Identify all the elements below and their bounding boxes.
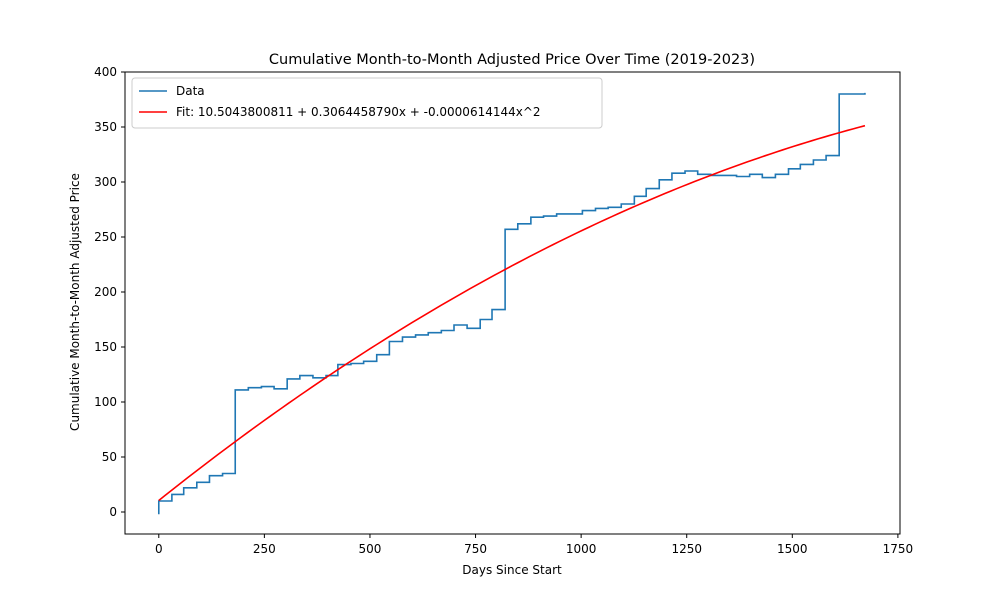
legend: Data Fit: 10.5043800811 + 0.3064458790x +…: [131, 77, 603, 129]
x-tick-label: 1000: [566, 542, 597, 556]
x-tick-label: 750: [464, 542, 487, 556]
y-tick-label: 150: [94, 340, 117, 354]
chart-title: Cumulative Month-to-Month Adjusted Price…: [269, 52, 755, 68]
x-tick-label: 1250: [671, 542, 702, 556]
y-tick-label: 50: [102, 450, 117, 464]
y-axis-label: Cumulative Month-to-Month Adjusted Price: [68, 173, 82, 431]
y-tick-label: 250: [94, 230, 117, 244]
data-series-line: [157, 92, 866, 515]
y-tick-label: 350: [94, 120, 117, 134]
legend-entry: Fit: 10.5043800811 + 0.3064458790x + -0.…: [176, 105, 541, 119]
x-tick-label: 500: [359, 542, 382, 556]
y-tick-label: 300: [94, 175, 117, 189]
x-tick-label: 250: [253, 542, 276, 556]
y-tick-label: 400: [94, 65, 117, 79]
fit-curve-line: [158, 124, 866, 502]
plot-area: [157, 92, 866, 515]
y-tick-label: 100: [94, 395, 117, 409]
x-axis-label: Days Since Start: [462, 563, 562, 577]
plot-frame: [124, 71, 901, 535]
x-tick-label: 1750: [883, 542, 914, 556]
legend-entry: Data: [176, 84, 205, 98]
x-axis: 0 250 500 750 1000 1250 1500 1750: [155, 534, 913, 556]
y-tick-label: 200: [94, 285, 117, 299]
legend-box: [131, 77, 603, 129]
y-tick-label: 0: [109, 505, 117, 519]
x-tick-label: 0: [155, 542, 163, 556]
x-tick-label: 1500: [777, 542, 808, 556]
y-axis: 0 50 100 150 200 250 300 350 400: [94, 65, 125, 519]
